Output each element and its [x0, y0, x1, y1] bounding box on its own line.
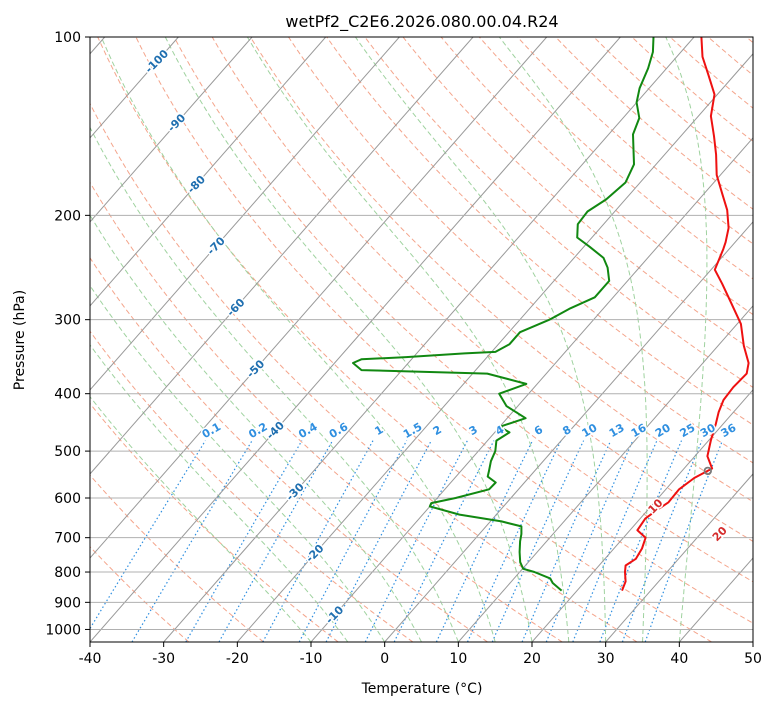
dry-adiabat-line [90, 102, 638, 642]
dry-adiabat-line [364, 37, 753, 388]
mixing-ratio-line [325, 440, 432, 642]
dry-adiabat-line [402, 37, 753, 352]
mixing-ratio-line [218, 440, 334, 642]
x-axis-label: Temperature (°C) [361, 681, 483, 697]
moist-adiabat-line [246, 37, 570, 642]
dry-adiabat-line [326, 37, 753, 426]
y-tick-label: 300 [54, 313, 81, 329]
isotherm-line [605, 473, 753, 642]
chart-title: wetPf2_C2E6.2026.080.00.04.R24 [285, 12, 558, 32]
dewpoint-line [352, 37, 655, 592]
x-tick-label: -40 [79, 651, 102, 667]
x-tick-label: -10 [300, 651, 323, 667]
dry-adiabat-line [249, 37, 753, 503]
moist-adiabat-line [498, 37, 648, 642]
pressure-gridlines [90, 37, 753, 630]
isotherm-line [90, 37, 474, 475]
mixing-ratio-line [131, 440, 253, 642]
isotherm-line [90, 37, 621, 642]
temperature-line [621, 37, 750, 591]
moist-adiabat-line [665, 37, 708, 642]
y-tick-label: 600 [54, 491, 81, 507]
mixing-ratio-line [491, 440, 585, 642]
moist-adiabat-line [90, 126, 459, 642]
dry-adiabat-line [478, 37, 753, 280]
mixing-ratio-line [599, 440, 683, 642]
x-tick-label: -30 [152, 651, 175, 667]
mixing-ratio-line [90, 440, 206, 630]
dry-adiabat-line [135, 37, 753, 624]
dry-adiabat-line [593, 37, 753, 176]
x-tick-label: 0 [380, 651, 389, 667]
mixing-ratio-line [466, 440, 562, 642]
dry-adiabat-line [173, 37, 753, 583]
mixing-ratio-line [545, 440, 634, 642]
isotherm-line [90, 37, 400, 391]
x-tick-label: -20 [226, 651, 249, 667]
isotherm-line [531, 389, 753, 642]
dry-adiabat-line [555, 37, 753, 210]
y-tick-label: 100 [54, 30, 81, 46]
isotherm-line [752, 641, 753, 642]
dry-adiabat-line [440, 37, 753, 316]
y-axis-label: Pressure (hPa) [12, 290, 28, 390]
x-tick-label: 10 [449, 651, 467, 667]
moist-adiabat-line [90, 214, 422, 642]
y-tick-label: 700 [54, 531, 81, 547]
isotherm-line [310, 137, 753, 642]
y-axis: 100 200 300 400 500 600 700 800 900 1000 [45, 30, 90, 638]
dry-adiabat-line [97, 37, 712, 642]
dry-adiabat-line [90, 330, 414, 642]
plot-background [90, 37, 753, 642]
x-axis: -40 -30 -20 -10 0 10 20 30 40 50 [79, 642, 762, 667]
dry-adiabat-line [90, 256, 488, 642]
dry-adiabat-line [517, 37, 753, 245]
moist-adiabat-line [100, 37, 496, 642]
plot-frame [89, 36, 754, 643]
mixing-ratio-line [621, 440, 703, 642]
moist-adiabat-line [90, 395, 312, 642]
isotherm-line [236, 53, 753, 642]
y-tick-label: 500 [54, 444, 81, 460]
moist-adiabat-line [90, 284, 386, 642]
lcl-marker [703, 466, 712, 476]
y-tick-label: 1000 [45, 622, 81, 638]
mixing-ratio-line [364, 440, 468, 642]
profile-lines [352, 37, 750, 592]
mixing-ratio-line [435, 440, 534, 642]
mixing-ratio-line [521, 440, 612, 642]
isotherm-line [163, 37, 695, 642]
isotherm-line [90, 37, 253, 223]
isotherm-line [457, 305, 753, 642]
dry-adiabat-label: 0 [347, 669, 362, 684]
moist-adiabats [90, 37, 708, 642]
mixing-ratio-line [572, 440, 658, 642]
isotherms [90, 37, 753, 642]
isotherm-line [90, 37, 548, 559]
moist-adiabat-line [354, 37, 607, 642]
y-tick-label: 200 [54, 208, 81, 224]
y-tick-label: 400 [54, 387, 81, 403]
isotherm-line [90, 37, 327, 307]
moist-adiabat-line [164, 37, 533, 642]
x-tick-label: 50 [744, 651, 762, 667]
x-tick-label: 40 [670, 651, 688, 667]
x-tick-label: 30 [597, 651, 615, 667]
mixing-ratio-line [393, 440, 495, 642]
y-tick-label: 900 [54, 595, 81, 611]
x-tick-label: 20 [523, 651, 541, 667]
isotherm-line [384, 221, 753, 642]
y-tick-label: 800 [54, 565, 81, 581]
mixing-ratio-lines [90, 440, 724, 642]
